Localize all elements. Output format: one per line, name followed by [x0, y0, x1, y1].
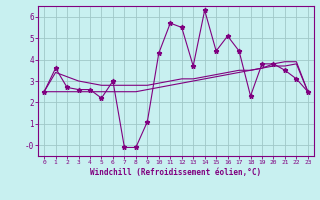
X-axis label: Windchill (Refroidissement éolien,°C): Windchill (Refroidissement éolien,°C): [91, 168, 261, 177]
